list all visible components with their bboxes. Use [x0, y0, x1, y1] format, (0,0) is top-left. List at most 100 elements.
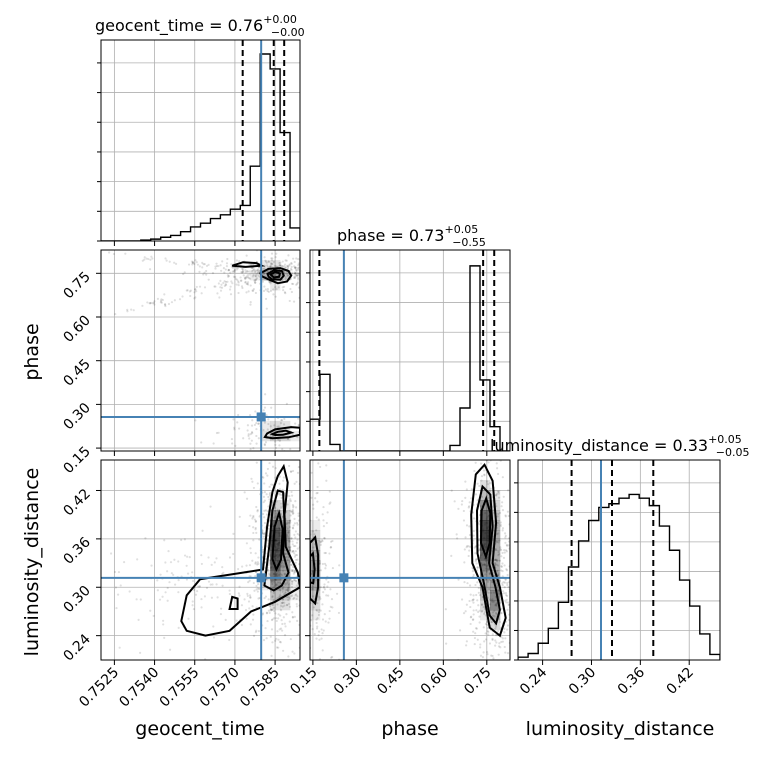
sample-point	[319, 540, 322, 543]
sample-point	[331, 606, 334, 609]
sample-point	[256, 272, 260, 275]
sample-point	[290, 510, 293, 513]
sample-point	[323, 612, 326, 616]
sample-point	[472, 534, 475, 537]
sample-point	[296, 471, 300, 474]
sample-point	[135, 598, 138, 601]
sample-point	[319, 609, 322, 612]
sample-point	[286, 267, 290, 270]
sample-point	[513, 605, 515, 607]
sample-point	[245, 617, 248, 620]
panel-frame	[517, 459, 721, 661]
sample-point	[501, 669, 503, 671]
sample-point	[246, 282, 249, 285]
sample-point	[255, 427, 258, 431]
sample-point	[136, 558, 139, 561]
sample-point	[301, 442, 303, 444]
sample-point	[169, 561, 173, 564]
sample-point	[281, 432, 284, 435]
sample-point	[511, 611, 513, 613]
sample-point	[479, 646, 482, 649]
sample-point	[212, 636, 216, 639]
sample-point	[271, 435, 274, 438]
sample-point	[251, 559, 254, 562]
sample-point	[295, 597, 298, 601]
sample-point	[320, 281, 322, 283]
sample-point	[283, 634, 287, 637]
sample-point	[288, 264, 291, 267]
sample-point	[287, 555, 290, 559]
sample-point	[235, 259, 238, 262]
sample-point	[283, 572, 286, 575]
sample-point	[322, 505, 325, 509]
y-tick-label: 0.24	[60, 631, 93, 664]
sample-point	[476, 566, 479, 569]
sample-point	[297, 633, 300, 636]
sample-point	[296, 528, 298, 530]
sample-point	[317, 462, 320, 465]
sample-point	[263, 256, 266, 259]
sample-point	[151, 257, 154, 260]
sample-point	[324, 551, 327, 555]
contour-line	[259, 267, 293, 285]
sample-point	[290, 282, 294, 285]
sample-point	[284, 555, 288, 559]
sample-point	[261, 666, 263, 668]
sample-point	[528, 573, 530, 575]
sample-point	[339, 260, 341, 262]
sample-point	[152, 614, 155, 618]
sample-point	[272, 586, 275, 589]
sample-point	[497, 532, 500, 535]
sample-point	[281, 561, 284, 564]
sample-point	[287, 590, 290, 593]
sample-point	[487, 461, 490, 464]
sample-point	[473, 636, 477, 640]
sample-point	[494, 548, 498, 551]
sample-point	[288, 464, 291, 468]
sample-point	[472, 732, 474, 734]
sample-point	[307, 574, 309, 576]
sample-point	[150, 255, 153, 258]
sample-point	[271, 641, 274, 644]
sample-point	[124, 252, 127, 255]
sample-point	[280, 419, 284, 422]
sample-point	[467, 545, 470, 548]
sample-point	[220, 286, 224, 289]
sample-point	[489, 482, 492, 485]
sample-point	[263, 509, 266, 512]
sample-point	[258, 538, 261, 541]
contour-line	[479, 495, 492, 560]
sample-point	[338, 564, 341, 567]
sample-point	[294, 506, 298, 509]
sample-point	[272, 293, 275, 296]
sample-point	[293, 596, 296, 599]
sample-point	[504, 578, 507, 581]
sample-point	[284, 292, 287, 295]
sample-point	[191, 571, 194, 574]
sample-point	[312, 546, 315, 549]
sample-point	[255, 588, 258, 591]
sample-point	[278, 581, 281, 584]
sample-point	[476, 581, 479, 584]
sample-point	[207, 580, 211, 583]
sample-point	[261, 512, 265, 516]
sample-point	[503, 645, 506, 649]
sample-point	[312, 503, 315, 506]
sample-point	[256, 269, 259, 272]
sample-point	[317, 613, 320, 617]
sample-point	[288, 525, 291, 529]
sample-point	[483, 474, 486, 477]
density-cell	[490, 490, 501, 501]
contour-line	[310, 551, 316, 585]
sample-point	[194, 593, 198, 596]
sample-point	[321, 618, 325, 621]
sample-point	[275, 265, 278, 268]
sample-point	[498, 559, 502, 562]
density-cell	[270, 540, 281, 551]
sample-point	[283, 291, 287, 294]
sample-point	[257, 422, 261, 425]
sample-point	[267, 422, 270, 426]
sample-point	[477, 591, 480, 594]
sample-point	[494, 558, 497, 561]
sample-point	[500, 607, 503, 610]
